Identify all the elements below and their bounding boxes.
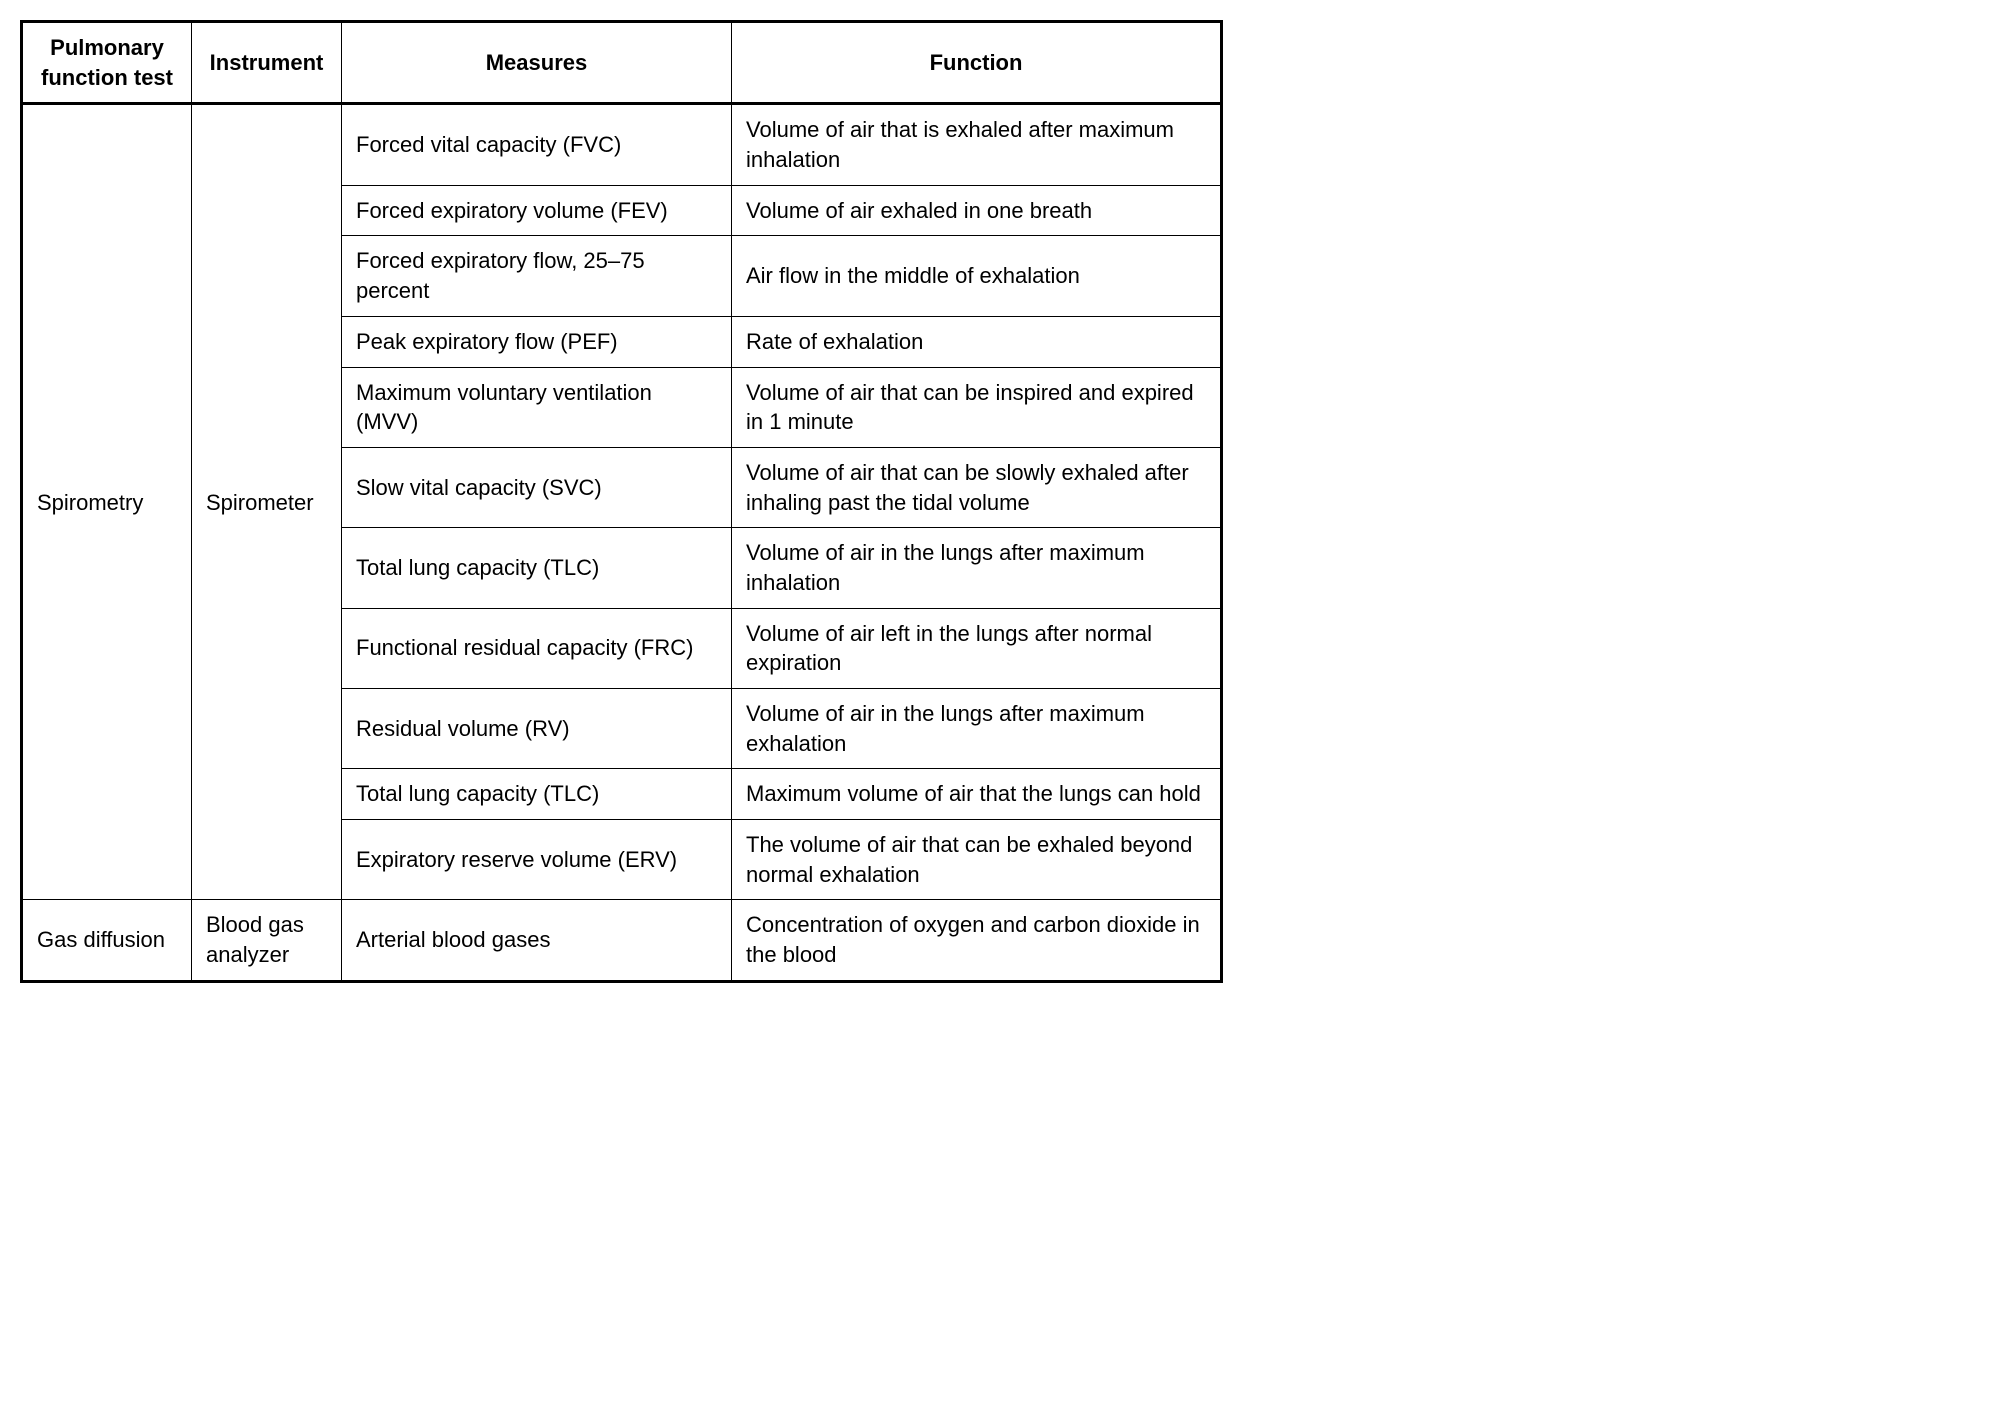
cell-function: Volume of air left in the lungs after no…: [732, 608, 1222, 688]
cell-function: Volume of air that is exhaled after maxi…: [732, 104, 1222, 185]
cell-measure: Peak expiratory flow (PEF): [342, 316, 732, 367]
pulmonary-function-table: Pulmonary function test Instrument Measu…: [20, 20, 1223, 983]
cell-function: Volume of air that can be slowly exhaled…: [732, 447, 1222, 527]
cell-measure: Forced expiratory flow, 25–75 percent: [342, 236, 732, 316]
col-header-function: Function: [732, 22, 1222, 104]
cell-measure: Expiratory reserve volume (ERV): [342, 820, 732, 900]
cell-measure: Arterial blood gases: [342, 900, 732, 981]
col-header-instrument: Instrument: [192, 22, 342, 104]
cell-measure: Slow vital capacity (SVC): [342, 447, 732, 527]
cell-measure: Residual volume (RV): [342, 689, 732, 769]
cell-test: Spirometry: [22, 104, 192, 900]
cell-measure: Forced vital capacity (FVC): [342, 104, 732, 185]
cell-measure: Total lung capacity (TLC): [342, 528, 732, 608]
table-header-row: Pulmonary function test Instrument Measu…: [22, 22, 1222, 104]
cell-function: Rate of exhalation: [732, 316, 1222, 367]
cell-measure: Maximum voluntary ventilation (MVV): [342, 367, 732, 447]
cell-measure: Forced expiratory volume (FEV): [342, 185, 732, 236]
cell-test: Gas diffusion: [22, 900, 192, 981]
col-header-test: Pulmonary function test: [22, 22, 192, 104]
cell-function: Volume of air that can be inspired and e…: [732, 367, 1222, 447]
table-row: Spirometry Spirometer Forced vital capac…: [22, 104, 1222, 185]
cell-function: The volume of air that can be exhaled be…: [732, 820, 1222, 900]
cell-function: Maximum volume of air that the lungs can…: [732, 769, 1222, 820]
cell-measure: Total lung capacity (TLC): [342, 769, 732, 820]
cell-instrument: Spirometer: [192, 104, 342, 900]
cell-function: Volume of air in the lungs after maximum…: [732, 528, 1222, 608]
cell-instrument: Blood gas analyzer: [192, 900, 342, 981]
table-row: Gas diffusion Blood gas analyzer Arteria…: [22, 900, 1222, 981]
cell-function: Air flow in the middle of exhalation: [732, 236, 1222, 316]
table-body: Spirometry Spirometer Forced vital capac…: [22, 104, 1222, 981]
cell-function: Concentration of oxygen and carbon dioxi…: [732, 900, 1222, 981]
cell-function: Volume of air in the lungs after maximum…: [732, 689, 1222, 769]
cell-function: Volume of air exhaled in one breath: [732, 185, 1222, 236]
cell-measure: Functional residual capacity (FRC): [342, 608, 732, 688]
col-header-measures: Measures: [342, 22, 732, 104]
